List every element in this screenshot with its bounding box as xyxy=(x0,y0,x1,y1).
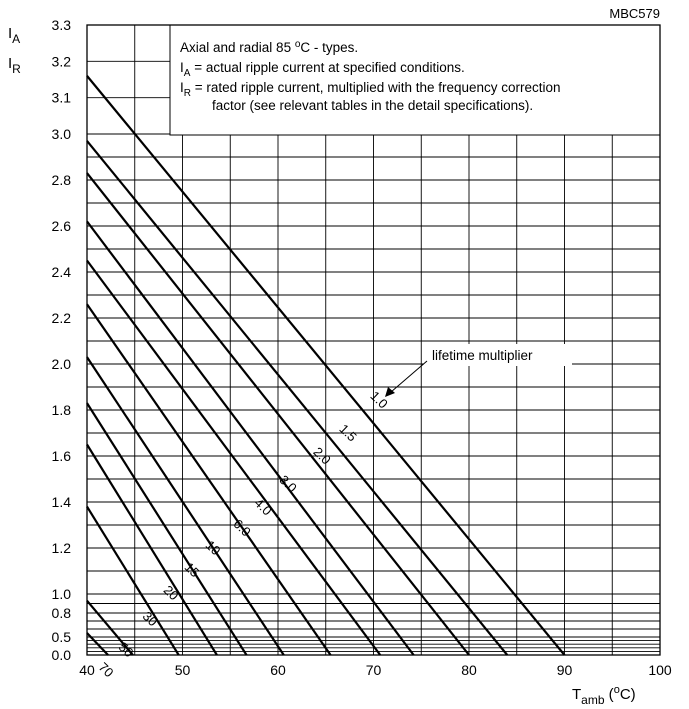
y-tick-label: 3.3 xyxy=(52,17,72,33)
y-tick-label: 1.0 xyxy=(52,586,72,602)
callout-box xyxy=(424,344,572,366)
y-axis-label-ir: IR xyxy=(8,55,21,76)
x-tick-label: 40 xyxy=(79,662,95,678)
callout-label: lifetime multiplier xyxy=(432,348,533,363)
y-tick-label: 3.2 xyxy=(52,53,72,69)
annotation-text: Axial and radial 85 oC - types. IA = act… xyxy=(180,39,561,113)
series-line-30 xyxy=(86,506,180,656)
y-tick-label: 3.0 xyxy=(52,126,72,142)
annotation-box xyxy=(169,24,661,136)
series-label: 10 xyxy=(203,537,224,558)
series-line-10 xyxy=(86,356,285,656)
lifetime-multiplier-callout: lifetime multiplier xyxy=(385,344,572,397)
y-tick-label: 2.6 xyxy=(52,218,72,234)
series-label: 50 xyxy=(116,639,137,660)
y-tick-label: 1.4 xyxy=(52,494,72,510)
callout-arrow-line xyxy=(390,360,428,393)
callout-arrowhead xyxy=(385,387,395,397)
series-label: 15 xyxy=(182,559,203,580)
series-line-2-0 xyxy=(86,172,470,656)
series-label: 30 xyxy=(140,608,161,629)
x-tick-label: 60 xyxy=(270,662,286,678)
series-line-3-0 xyxy=(86,220,415,656)
y-tick-label: 0.8 xyxy=(52,605,72,621)
x-tick-label: 50 xyxy=(175,662,191,678)
x-tick-label: 70 xyxy=(366,662,382,678)
y-tick-labels: 0.0 0.5 0.8 1.0 1.2 1.4 1.6 1.8 2.0 2.2 2.4 2.6 2.8 3… xyxy=(52,17,72,663)
x-tick-label: 90 xyxy=(557,662,573,678)
series-line-1-0 xyxy=(86,75,566,656)
annotation-line-2: IA = actual ripple current at specified … xyxy=(180,60,465,79)
series-label: 1.5 xyxy=(336,421,359,444)
series-label: 4.0 xyxy=(251,495,274,518)
series-label: 2.0 xyxy=(310,444,333,467)
series-line-70 xyxy=(86,632,109,656)
series-lines xyxy=(86,75,566,656)
y-tick-label: 2.4 xyxy=(52,264,72,280)
y-tick-label: 2.8 xyxy=(52,172,72,188)
series-label: 6.0 xyxy=(230,516,253,539)
figure-code: MBC579 xyxy=(609,6,660,21)
series-line-4-0 xyxy=(86,259,382,656)
y-tick-label: 2.2 xyxy=(52,310,72,326)
plot-frame xyxy=(86,24,661,656)
y-tick-label: 1.8 xyxy=(52,402,72,418)
y-tick-label: 2.0 xyxy=(52,356,72,372)
y-tick-label: 1.2 xyxy=(52,540,72,556)
series-label: 20 xyxy=(161,582,182,603)
y-tick-label: 1.6 xyxy=(52,448,72,464)
annotation-line-4: factor (see relevant tables in the detai… xyxy=(212,98,533,113)
annotation-line-3: IR = rated ripple current, multiplied wi… xyxy=(180,80,561,99)
series-line-20 xyxy=(86,443,218,656)
y-tick-label: 0.5 xyxy=(52,629,72,645)
x-tick-label: 80 xyxy=(461,662,477,678)
series-label: 3.0 xyxy=(276,472,299,495)
series-label: 70 xyxy=(96,659,117,680)
series-line-1-5 xyxy=(86,140,509,656)
series-line-15 xyxy=(86,402,248,656)
x-axis-label: Tamb (oC) xyxy=(572,684,636,707)
y-axis-label-ia: IA xyxy=(8,25,20,46)
annotation-line-1: Axial and radial 85 oC - types. xyxy=(180,39,358,55)
x-tick-label: 100 xyxy=(648,662,672,678)
y-tick-label: 3.1 xyxy=(52,90,72,106)
series-line-6-0 xyxy=(86,303,332,656)
series-line-50 xyxy=(86,599,134,656)
y-tick-label: 0.0 xyxy=(52,647,72,663)
x-tick-labels: 40 50 60 70 80 90 100 xyxy=(79,662,672,678)
